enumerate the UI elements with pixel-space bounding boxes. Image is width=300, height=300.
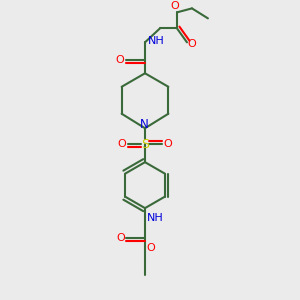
Text: NH: NH xyxy=(148,36,164,46)
Text: NH: NH xyxy=(147,213,164,223)
Text: O: O xyxy=(188,39,196,49)
Text: S: S xyxy=(141,138,149,151)
Text: O: O xyxy=(171,2,179,11)
Text: O: O xyxy=(118,139,126,149)
Text: N: N xyxy=(140,118,148,131)
Text: O: O xyxy=(147,243,155,253)
Text: O: O xyxy=(116,55,124,65)
Text: O: O xyxy=(164,139,172,149)
Text: O: O xyxy=(117,233,125,243)
